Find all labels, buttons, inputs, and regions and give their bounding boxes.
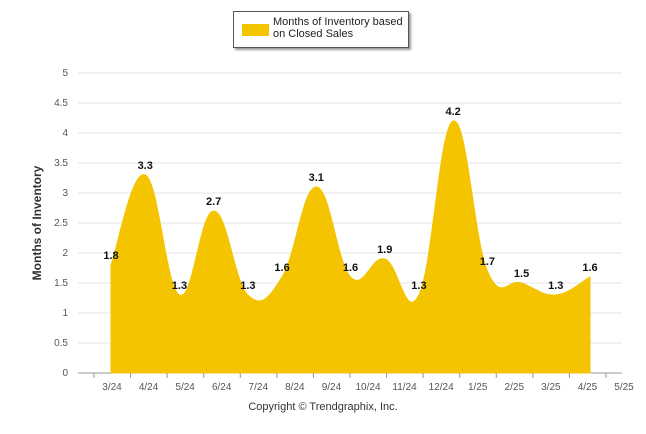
legend-label: Months of Inventory based on Closed Sale… — [273, 16, 403, 40]
x-tick-label: 12/24 — [429, 382, 454, 393]
data-label: 1.6 — [343, 262, 358, 274]
x-tick-label: 3/25 — [541, 382, 561, 393]
y-tick-label: 3.5 — [54, 158, 68, 169]
data-label: 1.7 — [480, 256, 495, 268]
data-labels: 1.8 3.3 1.3 2.7 1.3 1.6 3.1 1.6 1.9 1.3 4.2 1.7 1.5 1… — [103, 106, 597, 292]
x-tick-label: 2/25 — [505, 382, 525, 393]
x-tick-label: 7/24 — [249, 382, 269, 393]
x-tick-label: 4/25 — [578, 382, 598, 393]
copyright-credit: Copyright © Trendgraphix, Inc. — [248, 401, 398, 413]
data-label: 1.6 — [582, 262, 597, 274]
x-tick-label: 8/24 — [285, 382, 305, 393]
y-axis-ticks: 0 0.5 1 1.5 2 2.5 3 3.5 4 4.5 5 — [54, 68, 68, 379]
data-label: 1.9 — [377, 244, 392, 256]
x-tick-label: 11/24 — [392, 382, 417, 393]
data-label: 1.5 — [514, 268, 529, 280]
y-tick-label: 2.5 — [54, 218, 68, 229]
data-label: 1.3 — [240, 280, 255, 292]
data-label: 2.7 — [206, 196, 221, 208]
data-label: 1.3 — [172, 280, 187, 292]
y-tick-label: 5 — [62, 68, 68, 79]
y-tick-label: 0.5 — [54, 338, 68, 349]
y-tick-label: 0 — [62, 368, 68, 379]
legend-swatch — [242, 24, 269, 36]
y-tick-label: 3 — [62, 188, 68, 199]
data-label: 1.3 — [548, 280, 563, 292]
data-label: 1.6 — [274, 262, 289, 274]
area-series — [110, 120, 591, 374]
y-tick-label: 1.5 — [54, 278, 68, 289]
y-tick-label: 4.5 — [54, 98, 68, 109]
x-tick-label: 4/24 — [139, 382, 159, 393]
data-label: 3.3 — [138, 160, 153, 172]
y-axis-title: Months of Inventory — [30, 165, 44, 280]
x-tick-label: 10/24 — [355, 382, 380, 393]
x-tick-label: 6/24 — [212, 382, 232, 393]
y-tick-label: 4 — [62, 128, 68, 139]
x-tick-label: 5/24 — [175, 382, 195, 393]
data-label: 1.8 — [103, 250, 118, 262]
x-axis-ticks: 3/24 4/24 5/24 6/24 7/24 8/24 9/24 10/24 11/24 12… — [93, 373, 634, 393]
y-tick-label: 1 — [62, 308, 68, 319]
data-label: 1.3 — [411, 280, 426, 292]
data-label: 3.1 — [309, 172, 324, 184]
y-tick-label: 2 — [62, 248, 68, 259]
x-tick-label: 5/25 — [614, 382, 634, 393]
x-tick-label: 1/25 — [468, 382, 488, 393]
x-tick-label: 3/24 — [102, 382, 122, 393]
legend: Months of Inventory based on Closed Sale… — [233, 11, 409, 48]
data-label: 4.2 — [445, 106, 460, 118]
x-tick-label: 9/24 — [322, 382, 342, 393]
